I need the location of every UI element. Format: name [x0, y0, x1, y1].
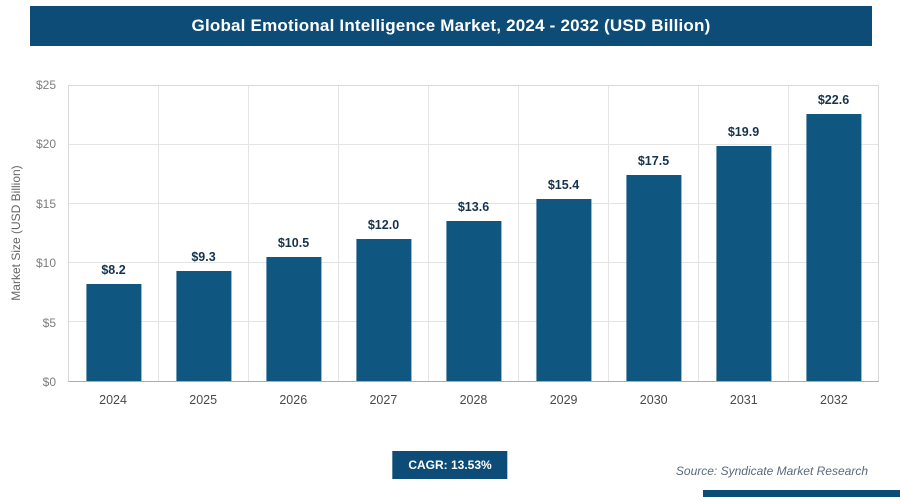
bar-cell: $17.5: [608, 86, 698, 381]
bar: [175, 271, 232, 381]
bar: [625, 174, 682, 381]
bar-value-label: $13.6: [457, 199, 490, 214]
x-tick-label: 2027: [369, 393, 398, 407]
y-tick-label: $0: [42, 375, 56, 389]
bar-cell: $19.9: [698, 86, 788, 381]
bar-cell: $13.6: [428, 86, 518, 381]
bar-cell: $15.4: [518, 86, 608, 381]
y-axis-ticks: $0 $5 $10 $15 $20 $25: [0, 78, 62, 389]
bar-value-label: $17.5: [637, 153, 670, 168]
y-tick-label: $15: [35, 196, 56, 211]
x-tick-label: 2026: [279, 393, 308, 407]
y-tick-label: $20: [35, 137, 56, 152]
bar-cell: $8.2: [69, 86, 158, 381]
bar-value-label: $12.0: [367, 218, 400, 233]
plot-area: $8.2 $9.3 $10.5 $12.0 $13.6 $15.4 $17.5 $19.9 $2…: [68, 85, 879, 382]
chart-title-bar: Global Emotional Intelligence Market, 20…: [30, 6, 872, 46]
x-tick-label: 2032: [820, 393, 848, 407]
x-axis: 2024 2025 2026 2027 2028 2029 2030 2031 2032: [68, 384, 879, 407]
horizontal-gridline: [69, 144, 878, 145]
x-tick-label: 2029: [549, 393, 578, 407]
bar-value-label: $19.9: [727, 125, 760, 140]
bar-value-label: $22.6: [817, 93, 850, 108]
bar-cell: $9.3: [158, 86, 248, 381]
bar-cell: $12.0: [338, 86, 428, 381]
x-tick-label: 2024: [99, 393, 127, 407]
x-tick-label: 2025: [189, 393, 218, 407]
chart-title: Global Emotional Intelligence Market, 20…: [191, 16, 711, 35]
bar: [535, 199, 592, 381]
bar-value-label: $15.4: [547, 178, 580, 193]
bar: [265, 257, 322, 381]
bar: [805, 114, 862, 381]
x-tick-label: 2030: [639, 393, 668, 407]
bar: [445, 220, 502, 381]
bar: [715, 146, 772, 381]
bar-value-label: $9.3: [191, 250, 216, 265]
y-tick-label: $5: [42, 315, 56, 330]
bar-value-label: $8.2: [101, 263, 126, 278]
bar: [355, 239, 412, 381]
source-attribution: Source: Syndicate Market Research: [675, 464, 868, 478]
y-tick-label: $25: [35, 78, 56, 92]
bar-cell: $10.5: [248, 86, 338, 381]
cagr-badge: CAGR: 13.53%: [392, 451, 508, 479]
bar-cell: $22.6: [788, 86, 878, 381]
bar: [85, 284, 142, 381]
bar-value-label: $10.5: [277, 236, 310, 251]
x-tick-label: 2031: [729, 393, 758, 407]
x-tick-label: 2028: [459, 393, 488, 407]
y-tick-label: $10: [35, 256, 56, 271]
footer-accent-bar: [703, 490, 900, 497]
horizontal-gridline: [69, 203, 878, 204]
